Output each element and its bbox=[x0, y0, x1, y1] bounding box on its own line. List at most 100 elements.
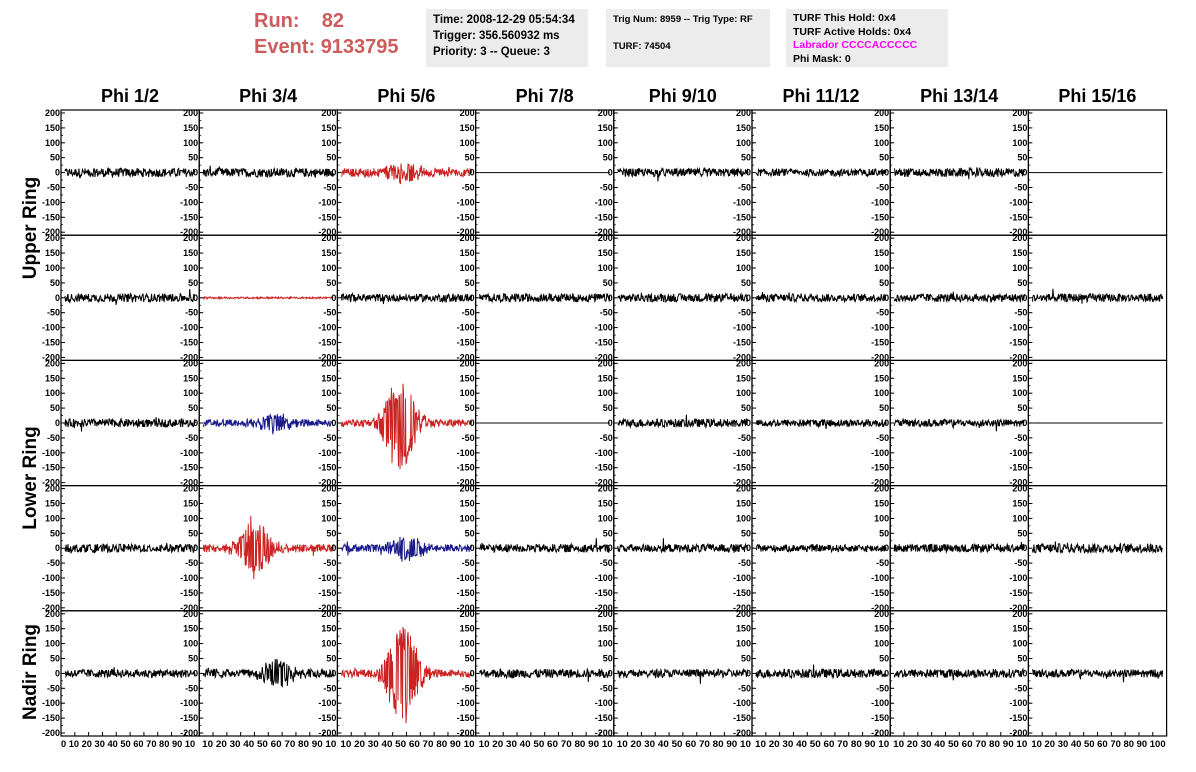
y-tick-label: -50 bbox=[323, 558, 336, 568]
y-tick-label: -100 bbox=[180, 573, 198, 583]
y-tick-label: -50 bbox=[600, 308, 613, 318]
y-tick-label: -200 bbox=[42, 603, 60, 613]
y-tick-label: 100 bbox=[321, 513, 336, 523]
waveform-trace bbox=[617, 166, 749, 182]
y-tick-label: 0 bbox=[193, 668, 198, 678]
y-tick-label: -50 bbox=[876, 183, 889, 193]
y-tick-label: 200 bbox=[1012, 108, 1027, 118]
waveform-trace bbox=[893, 417, 1025, 432]
waveform-trace bbox=[202, 658, 334, 688]
y-tick-label: 150 bbox=[874, 123, 889, 133]
y-tick-label: 0 bbox=[746, 543, 751, 553]
turf-info-box: TURF This Hold: 0x4 TURF Active Holds: 0… bbox=[786, 9, 948, 67]
waveform-trace bbox=[893, 541, 1025, 555]
y-tick-label: 50 bbox=[741, 278, 751, 288]
y-tick-label: 50 bbox=[1017, 653, 1027, 663]
y-tick-label: -50 bbox=[185, 183, 198, 193]
time-info-box: Time: 2008-12-29 05:54:34 Trigger: 356.5… bbox=[426, 9, 588, 67]
y-tick-label: -50 bbox=[185, 308, 198, 318]
y-tick-label: 150 bbox=[598, 248, 613, 258]
y-tick-label: 0 bbox=[193, 293, 198, 303]
waveform-panel: 200 150 100 50 0 -50 -100 -150 -200 bbox=[595, 609, 753, 738]
y-tick-label: -150 bbox=[42, 713, 60, 723]
waveform-panel: 200 150 100 50 0 -50 -100 -150 -200 bbox=[595, 484, 753, 613]
y-tick-label: -100 bbox=[871, 698, 889, 708]
y-tick-label: -50 bbox=[600, 558, 613, 568]
y-tick-label: 50 bbox=[879, 403, 889, 413]
y-tick-label: -150 bbox=[871, 463, 889, 473]
waveform-panel: 200 150 100 50 0 -50 -100 -150 -200 bbox=[457, 233, 615, 362]
waveform-trace bbox=[341, 163, 473, 185]
y-tick-label: 0 bbox=[608, 543, 613, 553]
y-tick-label: -150 bbox=[733, 463, 751, 473]
y-tick-label: 100 bbox=[460, 388, 475, 398]
y-tick-label: 50 bbox=[326, 403, 336, 413]
y-tick-label: -150 bbox=[318, 338, 336, 348]
waveform-panel: 200 150 100 50 0 -50 -100 -150 -200 bbox=[180, 108, 338, 237]
y-tick-label: -50 bbox=[1014, 683, 1027, 693]
run-number: Run: 82 Event: 9133795 bbox=[254, 8, 399, 60]
y-tick-label: 200 bbox=[1012, 233, 1027, 243]
y-tick-label: 150 bbox=[321, 624, 336, 634]
y-tick-label: -100 bbox=[733, 197, 751, 207]
y-tick-label: 100 bbox=[874, 388, 889, 398]
y-tick-label: 100 bbox=[321, 138, 336, 148]
waveform-trace bbox=[64, 166, 196, 179]
waveform-trace bbox=[202, 295, 334, 301]
y-tick-label: 50 bbox=[326, 153, 336, 163]
waveform-panel: 200 150 100 50 0 -50 -100 -150 -200 bbox=[42, 484, 200, 613]
y-tick-label: -50 bbox=[47, 433, 60, 443]
y-tick-label: -50 bbox=[323, 183, 336, 193]
column-title: Phi 9/10 bbox=[648, 86, 717, 106]
trig-info-box: Trig Num: 8959 -- Trig Type: RF TURF: 74… bbox=[606, 9, 770, 67]
y-tick-label: -50 bbox=[1014, 433, 1027, 443]
y-tick-label: 200 bbox=[736, 358, 751, 368]
y-tick-label: -200 bbox=[457, 227, 475, 237]
y-tick-label: 0 bbox=[470, 668, 475, 678]
y-tick-label: 50 bbox=[879, 278, 889, 288]
y-tick-label: 50 bbox=[50, 278, 60, 288]
trig-num-text: Trig Num: 8959 -- Trig Type: RF bbox=[613, 14, 753, 25]
y-tick-label: -50 bbox=[47, 683, 60, 693]
y-tick-label: 0 bbox=[331, 168, 336, 178]
y-tick-label: -200 bbox=[42, 478, 60, 488]
y-tick-label: 50 bbox=[603, 528, 613, 538]
y-tick-label: -150 bbox=[180, 212, 198, 222]
y-tick-label: 150 bbox=[321, 373, 336, 383]
waveform-trace bbox=[755, 664, 887, 680]
y-tick-label: -150 bbox=[457, 713, 475, 723]
y-tick-label: -50 bbox=[462, 183, 475, 193]
y-tick-label: 0 bbox=[331, 543, 336, 553]
y-tick-label: -100 bbox=[42, 573, 60, 583]
waveform-panel: 200 150 100 50 0 -50 -100 -150 -200 bbox=[871, 484, 1030, 613]
y-tick-label: -100 bbox=[180, 323, 198, 333]
y-tick-label: -200 bbox=[871, 728, 889, 738]
y-tick-label: 100 bbox=[183, 639, 198, 649]
y-tick-label: 200 bbox=[874, 609, 889, 619]
y-tick-label: -200 bbox=[180, 728, 198, 738]
y-tick-label: -200 bbox=[871, 478, 889, 488]
waveform-trace bbox=[64, 289, 196, 305]
y-tick-label: -50 bbox=[738, 183, 751, 193]
y-tick-label: 100 bbox=[45, 513, 60, 523]
y-tick-label: 200 bbox=[321, 609, 336, 619]
y-tick-label: -200 bbox=[1009, 728, 1027, 738]
y-tick-label: -100 bbox=[595, 197, 613, 207]
waveform-panel: 200 150 100 50 0 -50 -100 -150 -200 bbox=[1009, 484, 1168, 613]
y-tick-label: -50 bbox=[738, 308, 751, 318]
y-tick-label: -100 bbox=[457, 448, 475, 458]
waveform-panel: 200 150 100 50 0 -50 -100 -150 -200 bbox=[180, 484, 338, 613]
column-title: Phi 7/8 bbox=[515, 86, 574, 106]
y-tick-label: 150 bbox=[45, 123, 60, 133]
waveform-panel: 200 150 100 50 0 -50 -100 -150 -200 bbox=[733, 108, 891, 237]
y-tick-label: -50 bbox=[738, 433, 751, 443]
waveform-trace bbox=[617, 667, 749, 684]
y-tick-label: 150 bbox=[45, 624, 60, 634]
y-tick-label: 50 bbox=[741, 153, 751, 163]
waveform-trace bbox=[202, 413, 334, 435]
y-tick-label: 0 bbox=[470, 543, 475, 553]
y-tick-label: 0 bbox=[193, 543, 198, 553]
y-tick-label: 150 bbox=[1012, 248, 1027, 258]
y-tick-label: -100 bbox=[595, 323, 613, 333]
y-tick-label: 50 bbox=[603, 653, 613, 663]
